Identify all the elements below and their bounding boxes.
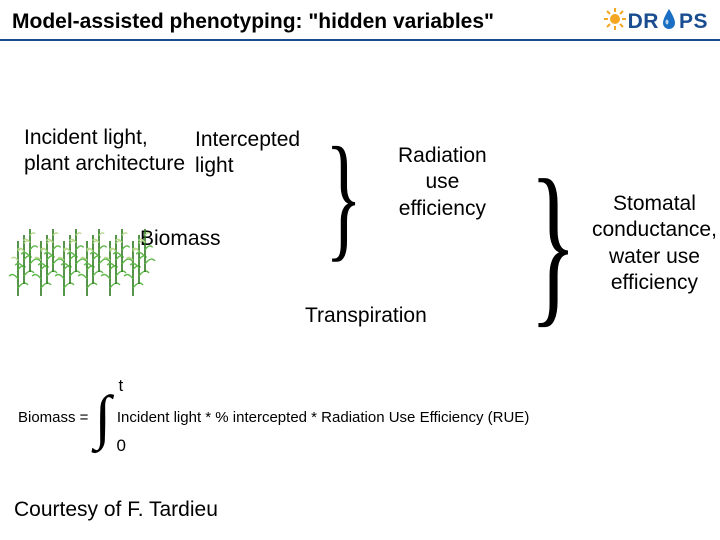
integral-upper: t [118,380,123,392]
brace-right: } [529,171,577,315]
equation-rhs: Incident light * % intercepted * Radiati… [117,409,529,426]
brace-left: } [325,141,362,253]
diagram-canvas: Incident light, plant architecture Inter… [0,41,720,501]
page-title: Model-assisted phenotyping: "hidden vari… [12,10,604,34]
label-incident-light: Incident light, plant architecture [24,125,185,178]
integral-symbol: ∫ t 0 [94,396,110,438]
biomass-equation: Biomass = ∫ t 0 Incident light * % inter… [18,396,529,438]
header: Model-assisted phenotyping: "hidden vari… [0,0,720,41]
label-radiation-use-efficiency: Radiation use efficiency [398,143,487,222]
sun-icon [604,8,626,35]
logo-text-dr: DR [628,10,659,34]
integral-lower: 0 [116,440,125,452]
label-stomatal-conductance: Stomatal conductance, water use efficien… [592,191,717,296]
logo: DR PS [604,8,708,35]
plants-illustration [6,186,156,306]
label-intercepted-light: Intercepted light [195,127,300,180]
logo-text-ps: PS [679,10,708,34]
drop-icon [661,8,677,35]
label-transpiration: Transpiration [305,303,427,329]
courtesy-text: Courtesy of F. Tardieu [14,498,218,522]
equation-lhs: Biomass = [18,409,88,426]
